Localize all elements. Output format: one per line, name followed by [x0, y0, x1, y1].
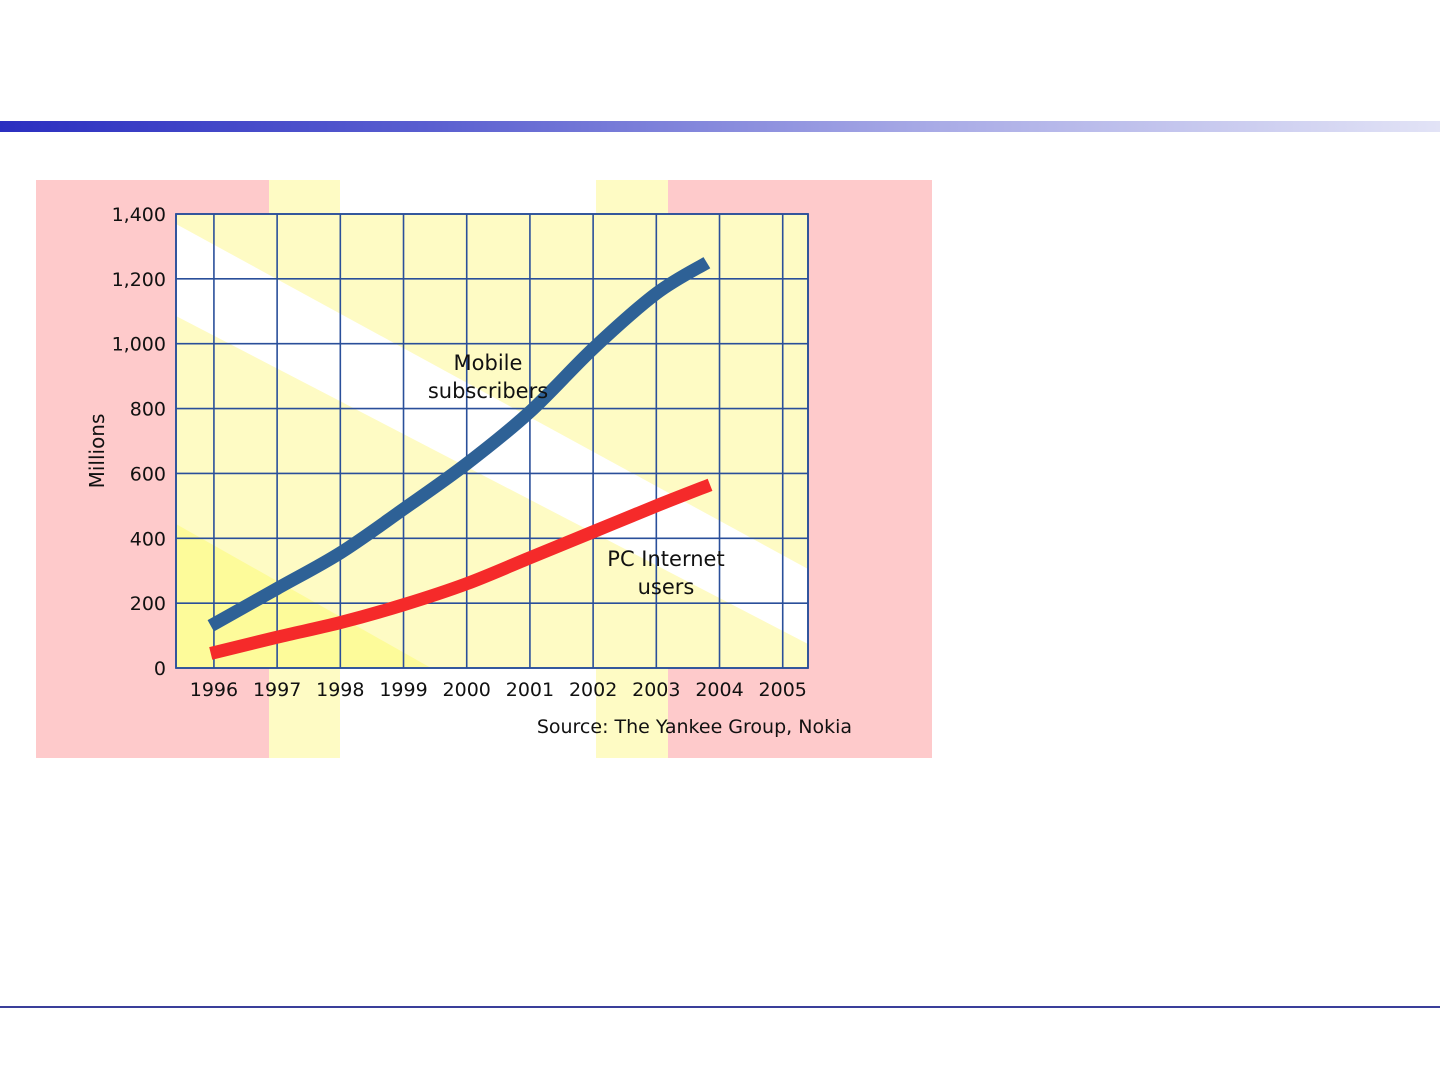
x-tick-label: 2003 — [632, 679, 680, 701]
y-tick-label: 1,000 — [112, 334, 166, 356]
y-tick-label: 800 — [130, 399, 166, 421]
pc-internet-users-label: users — [638, 575, 695, 599]
x-tick-label: 1996 — [190, 679, 238, 701]
source-note: Source: The Yankee Group, Nokia — [537, 716, 852, 738]
pc-internet-users-line — [209, 478, 713, 660]
corner-highlight — [176, 524, 431, 668]
x-tick-label: 2002 — [569, 679, 617, 701]
x-tick-label: 2004 — [695, 679, 743, 701]
plot-border — [175, 213, 809, 669]
pc-internet-users-label: PC Internet — [607, 547, 724, 571]
y-tick-label: 600 — [130, 463, 166, 485]
x-tick-label: 1999 — [379, 679, 427, 701]
y-tick-label: 0 — [154, 658, 166, 680]
x-tick-label: 2005 — [759, 679, 807, 701]
y-tick-label: 200 — [130, 593, 166, 615]
mobile-subscribers-label: Mobile — [454, 351, 523, 375]
x-tick-label: 1997 — [253, 679, 301, 701]
y-tick-label: 1,200 — [112, 269, 166, 291]
footer-rule — [0, 1006, 1440, 1008]
y-tick-label: 1,400 — [112, 204, 166, 226]
x-tick-label: 2001 — [506, 679, 554, 701]
chart-figure: 0 200 400 600 800 1,000 1,200 1,400 1996 1997 1998… — [36, 180, 932, 758]
y-axis-label: Millions — [85, 414, 109, 489]
header-gradient-bar — [0, 121, 1440, 132]
y-tick-label: 400 — [130, 528, 166, 550]
chart-svg: 0 200 400 600 800 1,000 1,200 1,400 1996 1997 1998… — [36, 180, 932, 758]
mobile-subscribers-label: subscribers — [428, 379, 548, 403]
x-tick-label: 2000 — [443, 679, 491, 701]
x-tick-label: 1998 — [316, 679, 364, 701]
mobile-subscribers-line — [207, 257, 711, 632]
